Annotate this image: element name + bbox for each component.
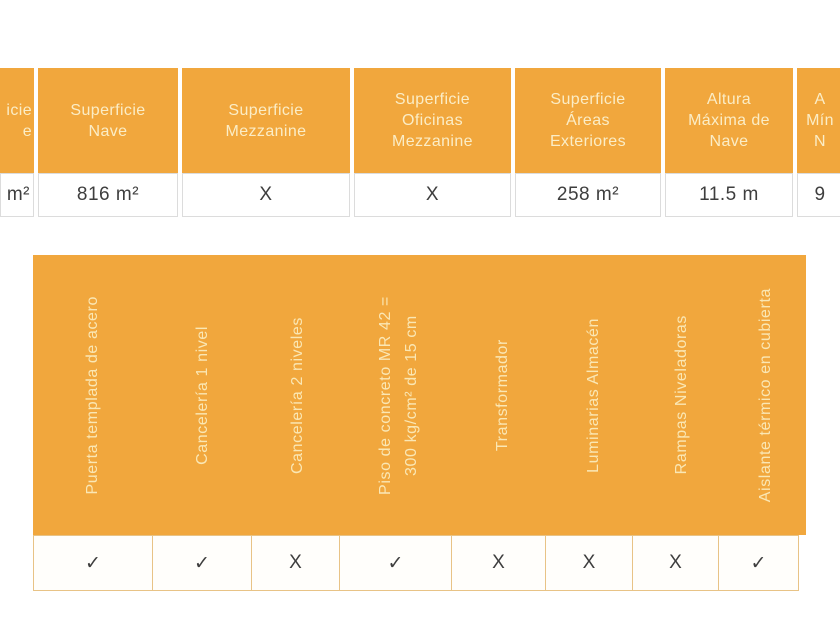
spec-header-superficie-nave: Superficie Nave	[38, 68, 178, 173]
feature-status-canceleria-2-niveles: X	[251, 535, 340, 591]
feature-status-canceleria-1-nivel: ✓	[152, 535, 252, 591]
spec-value-superficie-nave: 816 m²	[38, 173, 178, 217]
spec-table-header-row: icie e Superficie Nave Superficie Mezzan…	[0, 68, 840, 173]
spec-table: icie e Superficie Nave Superficie Mezzan…	[0, 68, 840, 217]
spec-value-superficie-mezzanine: X	[182, 173, 350, 217]
spec-value-superficie-areas-exteriores: 258 m²	[515, 173, 661, 217]
feature-header-rampas-niveladoras: Rampas Niveladoras	[638, 255, 725, 535]
feature-header-puerta-templada: Puerta templada de acero	[33, 255, 153, 535]
feature-label: Cancelería 1 nivel	[194, 325, 211, 465]
feature-table-value-row: ✓ ✓ X ✓ X X X ✓	[33, 535, 806, 591]
feature-table: Puerta templada de acero Cancelería 1 ni…	[33, 255, 806, 591]
spec-value-superficie-oficinas-mezzanine: X	[354, 173, 511, 217]
spec-table-value-row: m² 816 m² X X 258 m² 11.5 m 9	[0, 173, 840, 217]
spec-header-superficie-mezzanine: Superficie Mezzanine	[182, 68, 350, 173]
spec-header-superficie-areas-exteriores: Superficie Áreas Exteriores	[515, 68, 661, 173]
spec-value-partial-left: m²	[0, 173, 34, 217]
feature-header-canceleria-1-nivel: Cancelería 1 nivel	[153, 255, 253, 535]
spec-value-altura-maxima-nave: 11.5 m	[665, 173, 793, 217]
feature-label: Rampas Niveladoras	[672, 315, 690, 475]
feature-label: Puerta templada de acero	[84, 295, 101, 495]
feature-label: Aislante térmico en cubierta	[756, 287, 774, 503]
feature-label: Luminarias Almacén	[585, 317, 602, 473]
spec-header-superficie-oficinas-mezzanine: Superficie Oficinas Mezzanine	[354, 68, 511, 173]
spec-value-partial-right: 9	[797, 173, 840, 217]
feature-status-rampas-niveladoras: X	[632, 535, 719, 591]
spec-header-partial-left: icie e	[0, 68, 34, 173]
feature-header-aislante-termico: Aislante térmico en cubierta	[725, 255, 806, 535]
feature-status-transformador: X	[451, 535, 546, 591]
feature-label: Piso de concreto MR 42 = 300 kg/cm² de 1…	[376, 295, 420, 495]
spec-header-partial-right: A Mín N	[797, 68, 840, 173]
feature-label: Cancelería 2 niveles	[288, 316, 306, 474]
feature-status-piso-de-concreto: ✓	[339, 535, 452, 591]
feature-table-header-row: Puerta templada de acero Cancelería 1 ni…	[33, 255, 806, 535]
feature-header-canceleria-2-niveles: Cancelería 2 niveles	[253, 255, 342, 535]
feature-label: Transformador	[493, 338, 511, 452]
feature-status-puerta-templada: ✓	[33, 535, 153, 591]
feature-header-piso-de-concreto: Piso de concreto MR 42 = 300 kg/cm² de 1…	[342, 255, 455, 535]
spec-header-altura-maxima-nave: Altura Máxima de Nave	[665, 68, 793, 173]
feature-status-aislante-termico: ✓	[718, 535, 799, 591]
feature-header-luminarias-almacen: Luminarias Almacén	[550, 255, 638, 535]
feature-status-luminarias-almacen: X	[545, 535, 633, 591]
feature-header-transformador: Transformador	[455, 255, 550, 535]
